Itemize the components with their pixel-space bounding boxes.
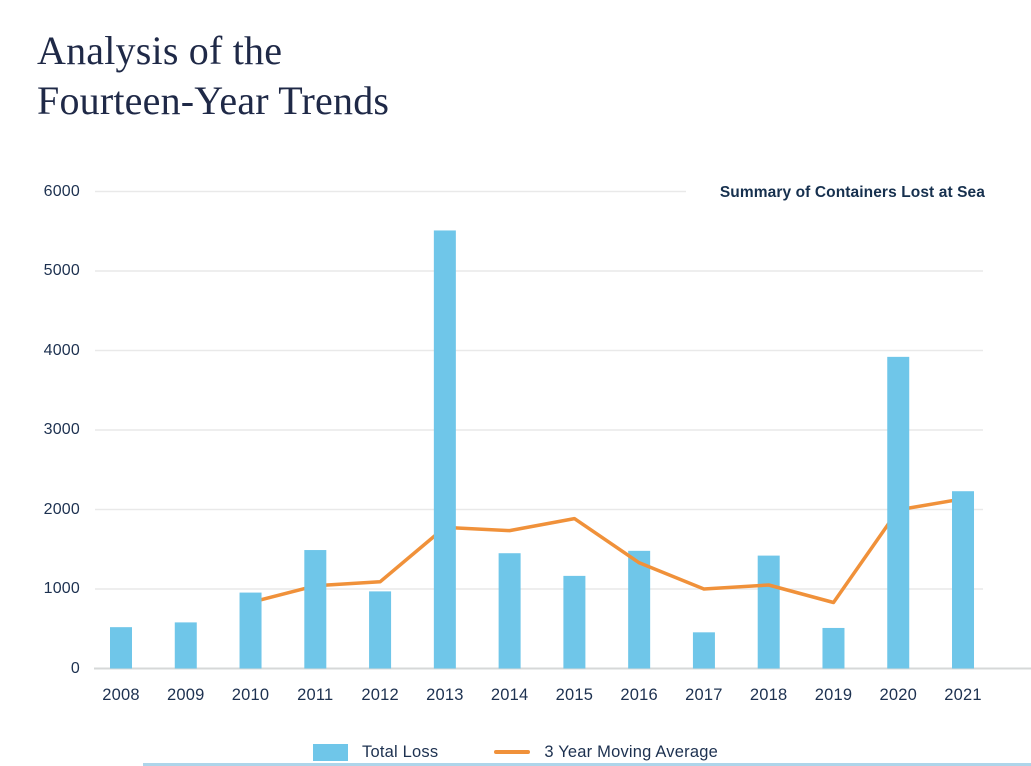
- bar-2017: [692, 632, 715, 669]
- x-axis-label-2018: 2018: [749, 686, 788, 704]
- bar-2010: [239, 592, 262, 669]
- bottom-rule: [143, 763, 1031, 766]
- page-title-line2: Fourteen-Year Trends: [37, 78, 390, 123]
- x-axis-label-2013: 2013: [426, 686, 464, 704]
- bar-2020: [887, 356, 910, 669]
- x-axis-label-2012: 2012: [361, 686, 399, 704]
- page-title: Analysis of the Fourteen-Year Trends: [37, 26, 389, 126]
- chart-title: Summary of Containers Lost at Sea: [685, 184, 985, 202]
- bar-2021: [952, 491, 975, 669]
- legend-swatch-total-loss: [313, 743, 349, 761]
- y-axis-label-3000: 3000: [43, 421, 80, 438]
- x-axis-label-2019: 2019: [814, 686, 853, 704]
- bar-2011: [304, 550, 327, 669]
- bar-2008: [110, 627, 132, 669]
- legend-label-moving-average: 3 Year Moving Average: [544, 742, 718, 761]
- x-axis-label-2010: 2010: [231, 686, 270, 704]
- y-axis-label-6000: 6000: [43, 182, 80, 200]
- x-axis-label-2017: 2017: [685, 686, 723, 704]
- moving-average-line: [248, 497, 965, 605]
- x-axis-label-2021: 2021: [944, 686, 982, 704]
- bar-2015: [563, 575, 586, 669]
- bar-2019: [822, 627, 845, 669]
- bar-2012: [369, 591, 392, 669]
- x-axis-label-2020: 2020: [879, 686, 917, 704]
- bar-2013: [433, 230, 456, 669]
- x-axis-label-2009: 2009: [167, 686, 205, 704]
- legend-line-moving-average: [494, 750, 531, 754]
- y-axis-label-1000: 1000: [43, 580, 80, 597]
- y-axis-label-4000: 4000: [43, 341, 80, 359]
- bar-2009: [174, 622, 197, 669]
- x-axis-label-2011: 2011: [297, 686, 334, 704]
- y-axis-label-2000: 2000: [43, 500, 80, 518]
- chart-legend: Total Loss 3 Year Moving Average: [0, 740, 1031, 764]
- legend-label-total-loss: Total Loss: [362, 742, 439, 761]
- bar-2014: [498, 553, 521, 669]
- bar-2016: [628, 550, 651, 669]
- x-axis-label-2008: 2008: [102, 686, 140, 704]
- x-axis-label-2015: 2015: [555, 686, 594, 704]
- x-axis-label-2014: 2014: [490, 686, 529, 704]
- bar-2018: [757, 555, 780, 669]
- page-title-line1: Analysis of the: [37, 28, 283, 73]
- x-axis-label-2016: 2016: [620, 686, 658, 704]
- y-axis-label-0: 0: [70, 659, 80, 677]
- y-axis-label-5000: 5000: [43, 262, 80, 279]
